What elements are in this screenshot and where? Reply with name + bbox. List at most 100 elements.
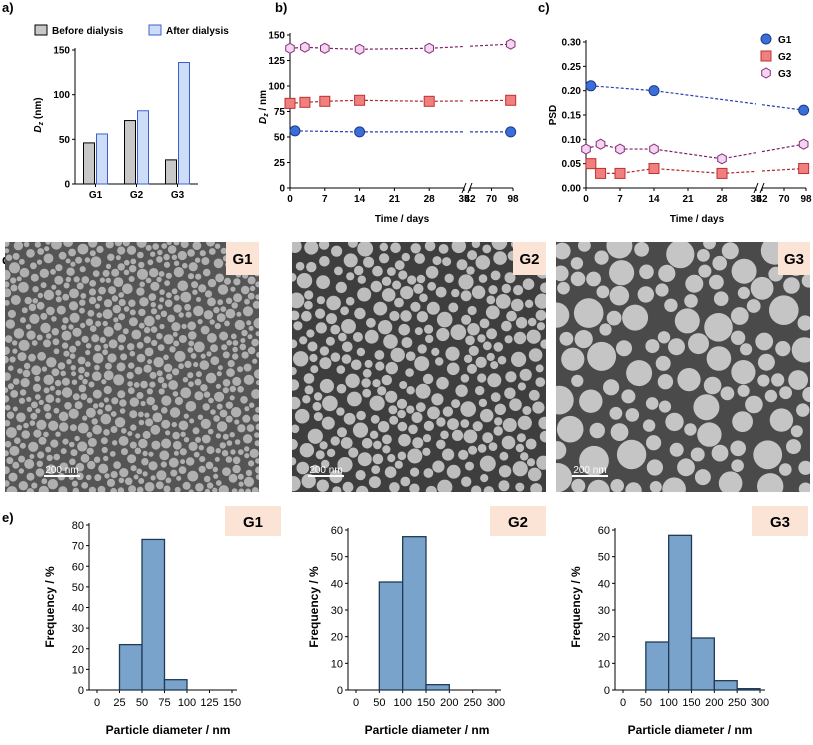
sem-particle <box>140 380 148 389</box>
sem-particle <box>160 310 168 317</box>
sem-particle <box>156 470 167 481</box>
sem-particle <box>195 483 204 492</box>
sem-particle <box>218 485 229 492</box>
legend-before-swatch <box>34 24 48 36</box>
sem-particle <box>255 331 259 337</box>
sem-particle <box>119 468 129 478</box>
sem-particle <box>136 486 144 492</box>
sem-particle <box>226 368 235 377</box>
sem-particle <box>194 257 201 263</box>
sem-particle <box>238 488 245 492</box>
sem-particle <box>128 299 136 307</box>
sem-particle <box>92 424 102 435</box>
sem-particle <box>606 242 633 259</box>
sem-particle <box>187 249 195 257</box>
sem-particle <box>167 314 176 323</box>
sem-particle <box>390 347 405 363</box>
bar-after-g2 <box>137 110 149 185</box>
sem-particle <box>16 424 23 431</box>
x-tick-label-b: 14 <box>354 194 366 205</box>
sem-particle <box>515 482 525 492</box>
sem-particle <box>117 487 125 492</box>
sem-particle <box>55 264 63 272</box>
sem-particle <box>92 403 99 409</box>
x-tick-label-c: 98 <box>800 194 812 205</box>
sem-particle <box>487 373 502 388</box>
sem-particle <box>532 401 545 414</box>
sem-particle <box>150 281 160 291</box>
sem-particle <box>195 371 202 378</box>
sem-particle <box>88 296 97 305</box>
sem-tag-g2 <box>513 242 546 275</box>
sem-particle <box>242 306 254 317</box>
x-tick-label-b: 98 <box>507 194 519 205</box>
sem-particle <box>294 408 310 424</box>
sem-particle <box>240 396 248 404</box>
sem-particle <box>337 427 347 438</box>
sem-particle <box>609 285 630 306</box>
sem-particle <box>249 448 259 458</box>
sem-particle <box>757 353 775 371</box>
sem-particle <box>188 331 197 340</box>
sem-particle <box>530 483 543 492</box>
sem-particle <box>222 351 230 359</box>
sem-particle <box>72 393 80 401</box>
sem-particle <box>436 327 450 342</box>
sem-particle <box>409 483 420 492</box>
sem-particle <box>231 488 238 492</box>
sem-particle <box>138 261 145 269</box>
sem-particle <box>472 421 483 432</box>
sem-particle <box>535 364 544 373</box>
sem-particle <box>458 274 474 290</box>
sem-particle <box>12 340 18 346</box>
point-g2 <box>319 95 331 107</box>
sem-particle <box>245 488 251 492</box>
sem-particle <box>237 366 244 373</box>
sem-particle <box>497 355 507 365</box>
sem-particle <box>410 301 421 312</box>
x-tick-label-b: 7 <box>322 194 328 205</box>
sem-particle <box>255 458 259 464</box>
sem-particle <box>187 321 197 331</box>
sem-particle <box>157 249 163 256</box>
sem-particle <box>208 248 216 255</box>
sem-particle <box>136 341 144 349</box>
sem-particle <box>70 365 76 371</box>
sem-particle <box>341 319 356 334</box>
sem-particle <box>424 242 436 252</box>
sem-particle <box>556 302 570 328</box>
sem-particle <box>321 416 335 430</box>
sem-particle <box>104 473 110 479</box>
sem-particle <box>161 419 171 429</box>
sem-particle <box>495 294 511 309</box>
point-g2 <box>648 163 660 175</box>
sem-particle <box>400 286 414 300</box>
sem-particle <box>140 400 146 407</box>
sem-particle <box>757 473 784 492</box>
sem-particle <box>657 374 674 390</box>
sem-particle <box>36 334 43 341</box>
x-tick-label-a: G2 <box>130 190 144 201</box>
sem-particle <box>28 353 36 362</box>
sem-particle <box>85 407 96 418</box>
xlabel-e3: Particle diameter / nm <box>628 723 753 737</box>
sem-particle <box>19 442 26 449</box>
sem-particle <box>698 264 712 278</box>
sem-particle <box>347 242 358 248</box>
sem-particle <box>626 360 653 387</box>
sem-particle <box>20 317 26 324</box>
sem-particle <box>23 422 29 429</box>
sem-particle <box>231 302 238 309</box>
sem-particle <box>199 456 206 463</box>
sem-particle <box>21 307 28 314</box>
sem-particle <box>252 358 258 364</box>
sem-particle <box>70 449 78 457</box>
sem-particle <box>34 375 41 382</box>
sem-particle <box>183 437 190 443</box>
sem-particle <box>310 365 319 374</box>
x-tick-label-e3: 0 <box>620 697 626 709</box>
sem-particle <box>397 421 408 432</box>
series-line-g2 <box>289 99 465 104</box>
sem-particle <box>44 246 50 252</box>
sem-particle <box>147 359 153 365</box>
